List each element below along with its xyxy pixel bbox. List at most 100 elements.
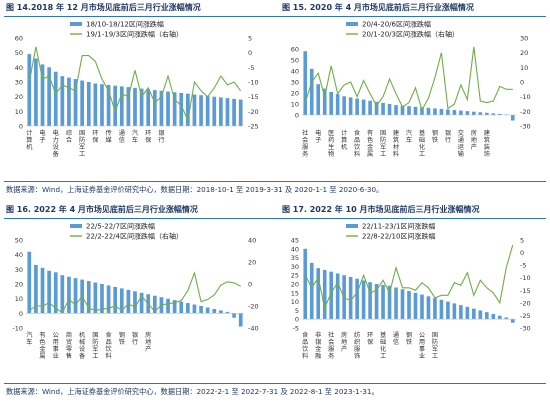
legend-label-line: 20/1-20/3区间涨跌幅（右轴） bbox=[362, 30, 459, 39]
legend-swatch-bar bbox=[70, 224, 82, 228]
bar bbox=[205, 307, 210, 314]
bar bbox=[452, 110, 457, 115]
category-label: 基础化工 bbox=[380, 331, 386, 360]
left-axis-tick-label: 45 bbox=[291, 237, 299, 245]
left-axis-tick-label: 30 bbox=[15, 79, 23, 87]
left-axis-tick-label: 30 bbox=[15, 266, 23, 274]
bar bbox=[159, 90, 164, 126]
bar bbox=[179, 93, 184, 126]
left-axis-tick-label: 35 bbox=[291, 254, 299, 262]
bar bbox=[361, 99, 366, 115]
panel-title-1: 图 14.2018 年 12 月市场见底前后三月行业涨幅情况 bbox=[6, 3, 201, 12]
bar bbox=[133, 87, 137, 126]
bar bbox=[439, 108, 444, 115]
bar bbox=[40, 267, 45, 314]
bar bbox=[439, 299, 444, 320]
bar bbox=[34, 264, 38, 314]
bar bbox=[322, 88, 327, 115]
left-axis-tick-label: 20 bbox=[15, 93, 23, 101]
right-axis-tick-label: 10 bbox=[520, 64, 528, 72]
bar bbox=[459, 305, 463, 320]
left-axis-tick-label: 20 bbox=[291, 90, 299, 98]
bar bbox=[497, 315, 502, 320]
right-axis-tick-label: -30 bbox=[520, 325, 531, 333]
bar bbox=[322, 269, 327, 320]
left-axis-tick-label: 30 bbox=[291, 263, 299, 271]
category-label: 钢铁 bbox=[432, 129, 438, 144]
category-label: 公用事业 bbox=[419, 332, 425, 360]
legend-swatch-bar bbox=[346, 224, 358, 228]
bar bbox=[27, 54, 32, 127]
left-axis-tick-label: 50 bbox=[15, 237, 23, 245]
bar bbox=[472, 111, 476, 115]
bar bbox=[238, 313, 243, 327]
left-axis-tick-label: 20 bbox=[291, 281, 299, 289]
bar bbox=[172, 92, 177, 126]
source-note-top: 数据来源：Wind，上海证券基金评价研究中心，数据日期：2018-10-1 至 … bbox=[6, 185, 384, 194]
bar bbox=[407, 291, 411, 320]
category-label: 综合 bbox=[66, 129, 72, 144]
bar bbox=[212, 96, 217, 126]
legend-label-line: 22/8-22/10区间涨跌幅 bbox=[362, 232, 435, 241]
legend-label-line: 19/1-19/3区间涨跌幅（右轴） bbox=[86, 30, 183, 39]
category-label: 国防军工 bbox=[79, 130, 85, 158]
category-label: 纺织服饰 bbox=[354, 331, 360, 360]
category-label: 房地产 bbox=[145, 331, 151, 353]
right-axis-tick-label: 5 bbox=[248, 35, 252, 43]
category-label: 建筑装饰 bbox=[484, 129, 491, 158]
legend-label-bar: 20/4-20/6区间涨跌幅 bbox=[362, 20, 431, 29]
right-axis-tick-label: -15 bbox=[520, 287, 531, 295]
panel-title-2: 图 15. 2020 年 4 月市场见底前后三月行业涨幅情况 bbox=[282, 3, 474, 12]
bar bbox=[126, 87, 131, 126]
bar bbox=[374, 284, 379, 320]
bar bbox=[316, 268, 321, 320]
bar bbox=[426, 107, 431, 115]
left-axis-tick-label: 60 bbox=[15, 35, 23, 43]
bar bbox=[139, 292, 144, 314]
bar bbox=[478, 310, 483, 320]
left-axis-tick-label: 20 bbox=[15, 281, 23, 289]
bar bbox=[166, 298, 170, 314]
category-label: 有色金属 bbox=[367, 129, 374, 158]
category-label: 环保 bbox=[145, 130, 152, 144]
left-axis-tick-label: 40 bbox=[291, 245, 299, 253]
left-axis-tick-label: 0 bbox=[295, 316, 299, 324]
category-label: 社会服务 bbox=[302, 129, 308, 158]
legend-label-bar: 18/10-18/12区间涨跌幅 bbox=[86, 20, 164, 29]
category-label: 银行 bbox=[132, 331, 138, 346]
category-label: 交通运输 bbox=[458, 129, 465, 158]
line-series bbox=[304, 244, 514, 310]
bar bbox=[139, 88, 144, 126]
panel-title-3: 图 16. 2022 年 4 月市场见底前后三月行业涨幅情况 bbox=[6, 205, 198, 214]
left-axis-tick-label: 40 bbox=[291, 68, 299, 76]
category-label: 非银金融 bbox=[315, 331, 322, 360]
right-axis-tick-label: 40 bbox=[248, 237, 256, 245]
right-axis-tick-label: -10 bbox=[520, 93, 531, 101]
bar bbox=[361, 280, 366, 320]
left-axis-tick-label: -10 bbox=[12, 325, 23, 333]
bar bbox=[368, 282, 372, 320]
bar bbox=[510, 115, 515, 121]
bar bbox=[232, 313, 236, 318]
category-label: 计算机 bbox=[26, 129, 33, 151]
bar bbox=[185, 303, 190, 314]
category-label: 有色金属 bbox=[39, 331, 46, 360]
bar bbox=[179, 301, 184, 314]
bar bbox=[465, 306, 470, 320]
left-axis-tick-label: 25 bbox=[291, 272, 299, 280]
bar bbox=[100, 284, 104, 314]
right-axis-tick-label: -10 bbox=[248, 79, 259, 87]
bar bbox=[348, 276, 353, 320]
bar bbox=[146, 89, 151, 126]
bar bbox=[348, 97, 353, 115]
bar bbox=[472, 308, 476, 320]
bar bbox=[219, 310, 223, 314]
bar bbox=[303, 248, 308, 320]
bar bbox=[400, 289, 405, 320]
bar bbox=[152, 90, 157, 126]
right-axis-tick-label: -25 bbox=[248, 123, 259, 131]
category-label: 国防军工 bbox=[432, 332, 438, 360]
